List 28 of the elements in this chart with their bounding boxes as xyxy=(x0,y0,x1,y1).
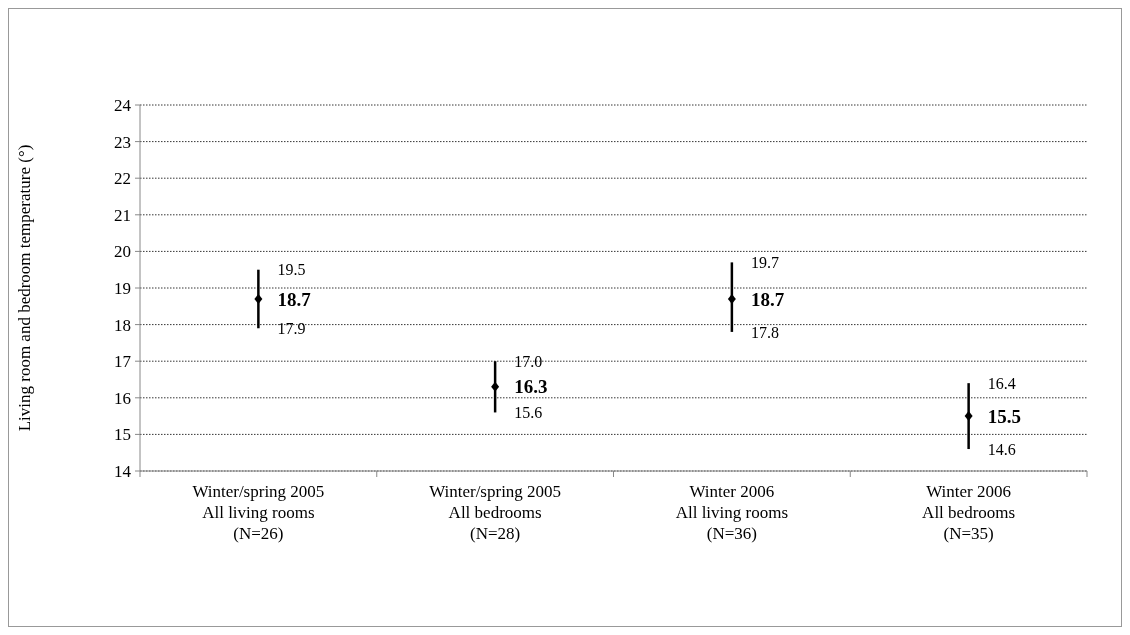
annotation: 17.0 xyxy=(514,352,543,370)
x-tick-label: Winter/spring 2005 All bedrooms (N=28) xyxy=(429,482,562,543)
y-tick-label: 18 xyxy=(114,315,131,335)
y-tick-label: 22 xyxy=(114,169,131,189)
data-label: 15.5 xyxy=(987,405,1021,427)
x-tick-label: Winter/spring 2005 All living rooms (N=26) xyxy=(192,482,325,543)
annotation: 19.5 xyxy=(277,261,306,279)
y-tick-label: 17 xyxy=(114,352,132,372)
y-tick-label: 16 xyxy=(114,388,131,408)
annotation: 17.8 xyxy=(750,323,779,341)
x-tick-label: Winter 2006 All living rooms (N=36) xyxy=(675,482,789,543)
y-tick-label: 20 xyxy=(114,242,131,262)
annotation: 15.6 xyxy=(514,404,543,422)
x-tick-label: Winter 2006 All bedrooms (N=35) xyxy=(922,482,1016,543)
annotation: 14.6 xyxy=(987,440,1016,458)
annotation: 19.7 xyxy=(750,253,779,271)
annotation: 17.9 xyxy=(277,319,306,337)
y-tick-label: 21 xyxy=(114,205,131,225)
y-tick-label: 15 xyxy=(114,425,131,445)
y-tick-label: 24 xyxy=(114,95,132,115)
y-tick-label: 23 xyxy=(114,132,131,152)
y-tick-label: 19 xyxy=(114,278,131,298)
data-label: 18.7 xyxy=(750,288,785,310)
y-tick-label: 14 xyxy=(114,461,132,481)
data-label: 16.3 xyxy=(514,376,548,398)
annotation: 16.4 xyxy=(987,374,1016,392)
data-label: 18.7 xyxy=(277,288,312,310)
y-axis-title: Living room and bedroom temperature (°) xyxy=(15,144,34,432)
